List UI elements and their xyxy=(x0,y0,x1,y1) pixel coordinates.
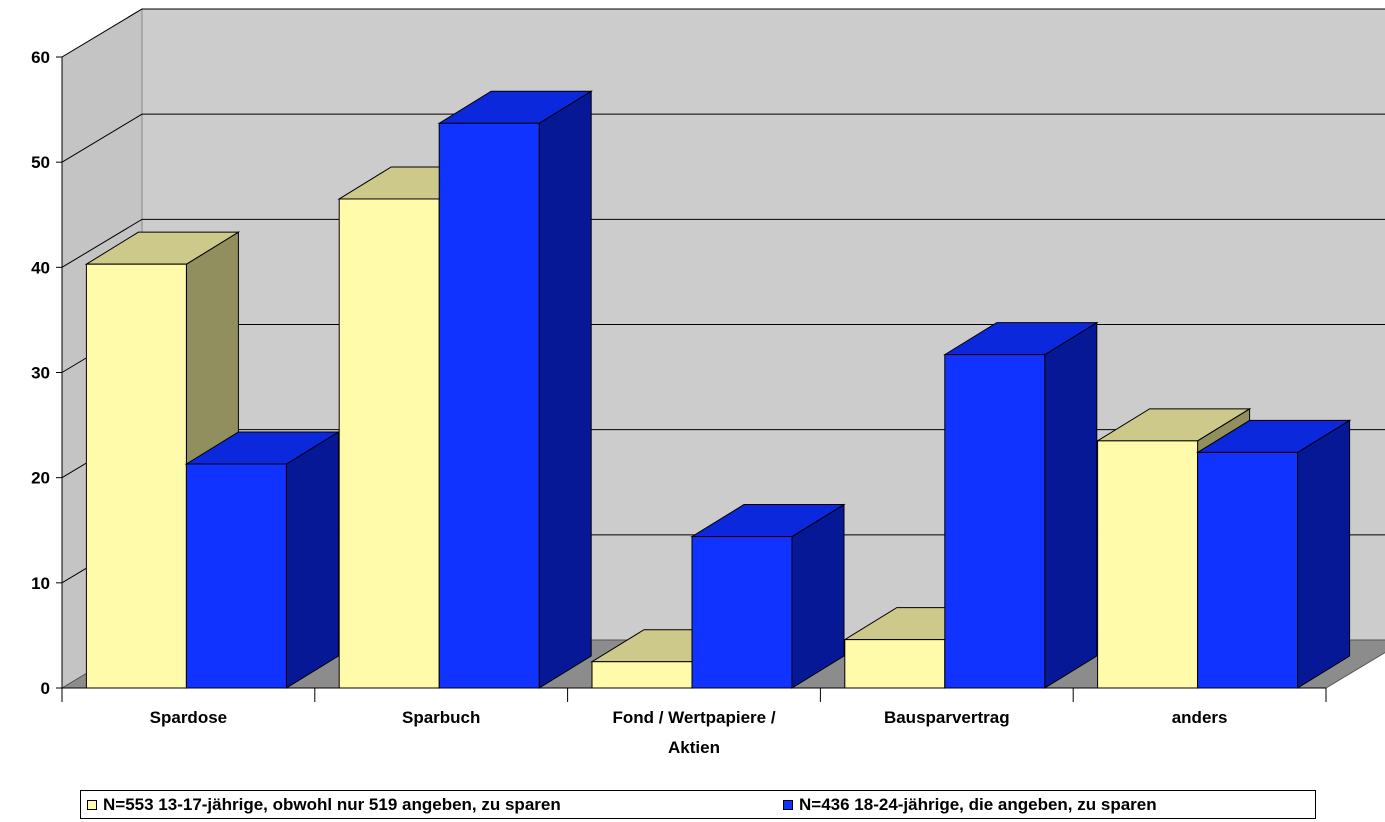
x-tick-label: Spardose xyxy=(68,703,308,733)
bar-front-face xyxy=(85,263,187,689)
bar-series-2 xyxy=(1195,419,1352,689)
y-tick-labels: 0 10 20 30 40 50 60 xyxy=(31,48,50,698)
legend-swatch-blue xyxy=(783,800,793,810)
bar-front-face xyxy=(691,536,793,689)
y-tick-label: 10 xyxy=(31,574,50,593)
bar-front-face xyxy=(185,463,287,689)
x-tick-label: Bausparvertrag xyxy=(827,703,1067,733)
x-tick-label-line: Sparbuch xyxy=(401,708,481,727)
x-tick-label-line: Aktien xyxy=(668,738,720,757)
legend-label-series-2: N=436 18-24-jährige, die angeben, zu spa… xyxy=(799,795,1157,814)
x-tick-label: anders xyxy=(1080,703,1320,733)
y-tick-label: 20 xyxy=(31,469,50,488)
x-tick-label: Sparbuch xyxy=(321,703,561,733)
bar-series-2 xyxy=(943,321,1099,689)
y-tick-label: 50 xyxy=(31,153,50,172)
bar-front-face xyxy=(844,639,946,689)
bar-front-face xyxy=(591,661,693,689)
y-tick-label: 40 xyxy=(31,258,50,277)
bar-side-face xyxy=(1044,321,1098,689)
legend-label-series-1: N=553 13-17-jährige, obwohl nur 519 ange… xyxy=(103,795,561,814)
bar-front-face xyxy=(1197,451,1299,689)
legend-swatch-yellow xyxy=(87,800,97,810)
x-tick-label-line: Bausparvertrag xyxy=(883,708,1010,727)
bar-chart-3d: 0 10 20 30 40 50 60 xyxy=(31,8,1385,702)
y-tick-label: 30 xyxy=(31,364,50,383)
bar-side-face xyxy=(538,90,592,689)
bar-side-face xyxy=(1297,419,1351,689)
x-tick-label: Fond / Wertpapiere / Aktien xyxy=(574,703,814,763)
bar-front-face xyxy=(944,354,1046,689)
y-tick-label: 0 xyxy=(41,679,50,698)
y-tick-label: 60 xyxy=(31,48,50,67)
legend-item-series-2: N=436 18-24-jährige, die angeben, zu spa… xyxy=(783,795,1157,815)
gridline xyxy=(61,113,1385,163)
x-tick-label-line: Spardose xyxy=(149,708,228,727)
bar-front-face xyxy=(338,198,440,689)
bar-series-2 xyxy=(690,503,846,689)
x-tick-label-line: Fond / Wertpapiere / xyxy=(612,708,776,727)
bar-series-2 xyxy=(184,431,341,689)
bar-front-face xyxy=(1097,440,1199,689)
bars xyxy=(84,90,1352,689)
gridline xyxy=(61,218,1385,268)
bar-front-face xyxy=(438,122,540,689)
legend-item-series-1: N=553 13-17-jährige, obwohl nur 519 ange… xyxy=(87,795,561,815)
gridline xyxy=(61,8,1385,58)
x-tick-label-line: anders xyxy=(1171,708,1228,727)
legend: N=553 13-17-jährige, obwohl nur 519 ange… xyxy=(80,790,1316,819)
bar-side-face xyxy=(285,431,339,689)
bar-series-2 xyxy=(437,90,593,689)
